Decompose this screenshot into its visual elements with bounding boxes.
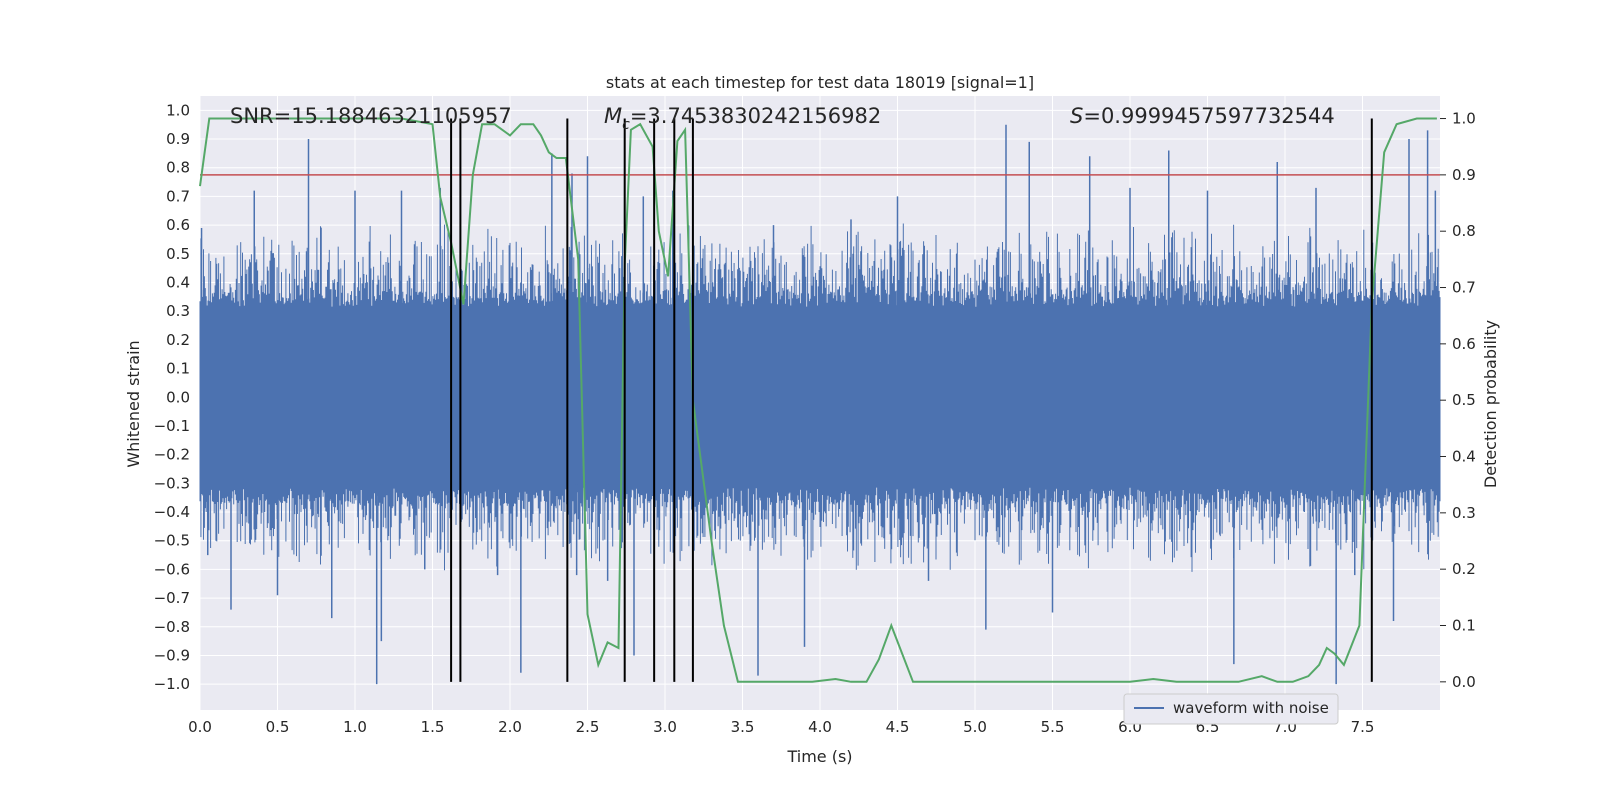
left-y-tick-label: 0.5	[166, 245, 190, 263]
x-tick-label: 7.5	[1351, 718, 1375, 736]
left-y-tick-label: −1.0	[154, 675, 190, 693]
right-y-tick-label: 0.1	[1452, 617, 1476, 635]
left-y-tick-label: −0.5	[154, 532, 190, 550]
x-tick-label: 5.0	[963, 718, 987, 736]
left-y-tick-label: −0.7	[154, 589, 190, 607]
left-y-tick-label: −0.6	[154, 560, 190, 578]
x-tick-label: 1.5	[421, 718, 445, 736]
left-y-tick-label: 0.6	[166, 216, 190, 234]
chirp-mass-value: =3.7453830242156982	[630, 104, 881, 128]
x-tick-label: 4.0	[808, 718, 832, 736]
x-tick-label: 2.5	[576, 718, 600, 736]
left-y-tick-label: 0.1	[166, 360, 190, 378]
left-y-tick-label: −0.2	[154, 446, 190, 464]
x-ticks: 0.0 0.5 1.0 1.5 2.0 2.5 3.0 3.5 4.0 4.5 5.0 5.5 6.0 6…	[188, 718, 1374, 736]
x-axis-label: Time (s)	[786, 747, 852, 766]
x-tick-label: 3.5	[731, 718, 755, 736]
x-tick-label: 0.5	[266, 718, 290, 736]
right-y-tick-label: 1.0	[1452, 110, 1476, 128]
significance-symbol: S	[1070, 104, 1083, 128]
legend-label: waveform with noise	[1173, 699, 1329, 717]
x-tick-label: 4.5	[886, 718, 910, 736]
probability-series	[199, 117, 1437, 683]
x-tick-label: 2.0	[498, 718, 522, 736]
significance-annotation: S=0.9999457597732544	[1070, 104, 1335, 128]
event-lines	[450, 118, 1373, 682]
left-y-tick-label: 0.0	[166, 388, 190, 406]
snr-annotation: SNR=15.18846321105957	[230, 104, 512, 128]
right-y-tick-label: 0.0	[1452, 673, 1476, 691]
right-y-tick-label: 0.7	[1452, 279, 1476, 297]
probability-line	[199, 117, 1437, 683]
right-y-axis-label: Detection probability	[1481, 320, 1500, 488]
x-tick-label: 3.0	[653, 718, 677, 736]
right-y-tick-label: 0.6	[1452, 335, 1476, 353]
right-y-tick-label: 0.3	[1452, 504, 1476, 522]
left-y-tick-label: 0.7	[166, 187, 190, 205]
x-tick-label: 0.0	[188, 718, 212, 736]
legend: waveform with noise	[1123, 693, 1339, 725]
left-y-tick-label: 0.8	[166, 159, 190, 177]
strain-core	[200, 310, 1440, 485]
legend-box	[1123, 693, 1339, 725]
left-y-tick-label: −0.1	[154, 417, 190, 435]
chirp-mass-annotation: Mc=3.7453830242156982	[604, 104, 881, 133]
left-y-tick-label: 0.3	[166, 302, 190, 320]
left-y-tick-label: −0.9	[154, 646, 190, 664]
left-y-tick-label: 0.9	[166, 130, 190, 148]
significance-value: =0.9999457597732544	[1083, 104, 1334, 128]
chirp-mass-symbol: M	[604, 104, 622, 128]
strain-series	[199, 124, 1441, 685]
left-y-tick-label: −0.8	[154, 618, 190, 636]
left-y-tick-label: 1.0	[166, 101, 190, 119]
right-y-ticks: 1.0 0.9 0.8 0.7 0.6 0.5 0.4 0.3 0.2 0.1 0.0	[1440, 110, 1476, 691]
right-y-tick-label: 0.5	[1452, 391, 1476, 409]
left-y-ticks: 1.0 0.9 0.8 0.7 0.6 0.5 0.4 0.3 0.2 0.1 0.0 −0.1 −0.…	[154, 101, 190, 693]
x-tick-label: 5.5	[1041, 718, 1065, 736]
left-y-tick-label: 0.2	[166, 331, 190, 349]
right-y-tick-label: 0.2	[1452, 560, 1476, 578]
left-y-tick-label: 0.4	[166, 273, 190, 291]
right-y-tick-label: 0.9	[1452, 166, 1476, 184]
chirp-mass-subscript: c	[622, 117, 630, 133]
right-y-tick-label: 0.8	[1452, 222, 1476, 240]
right-y-tick-label: 0.4	[1452, 448, 1476, 466]
left-y-axis-label: Whitened strain	[124, 340, 143, 467]
chart-title: stats at each timestep for test data 180…	[606, 73, 1034, 92]
left-y-tick-label: −0.4	[154, 503, 190, 521]
left-y-tick-label: −0.3	[154, 474, 190, 492]
x-tick-label: 1.0	[343, 718, 367, 736]
